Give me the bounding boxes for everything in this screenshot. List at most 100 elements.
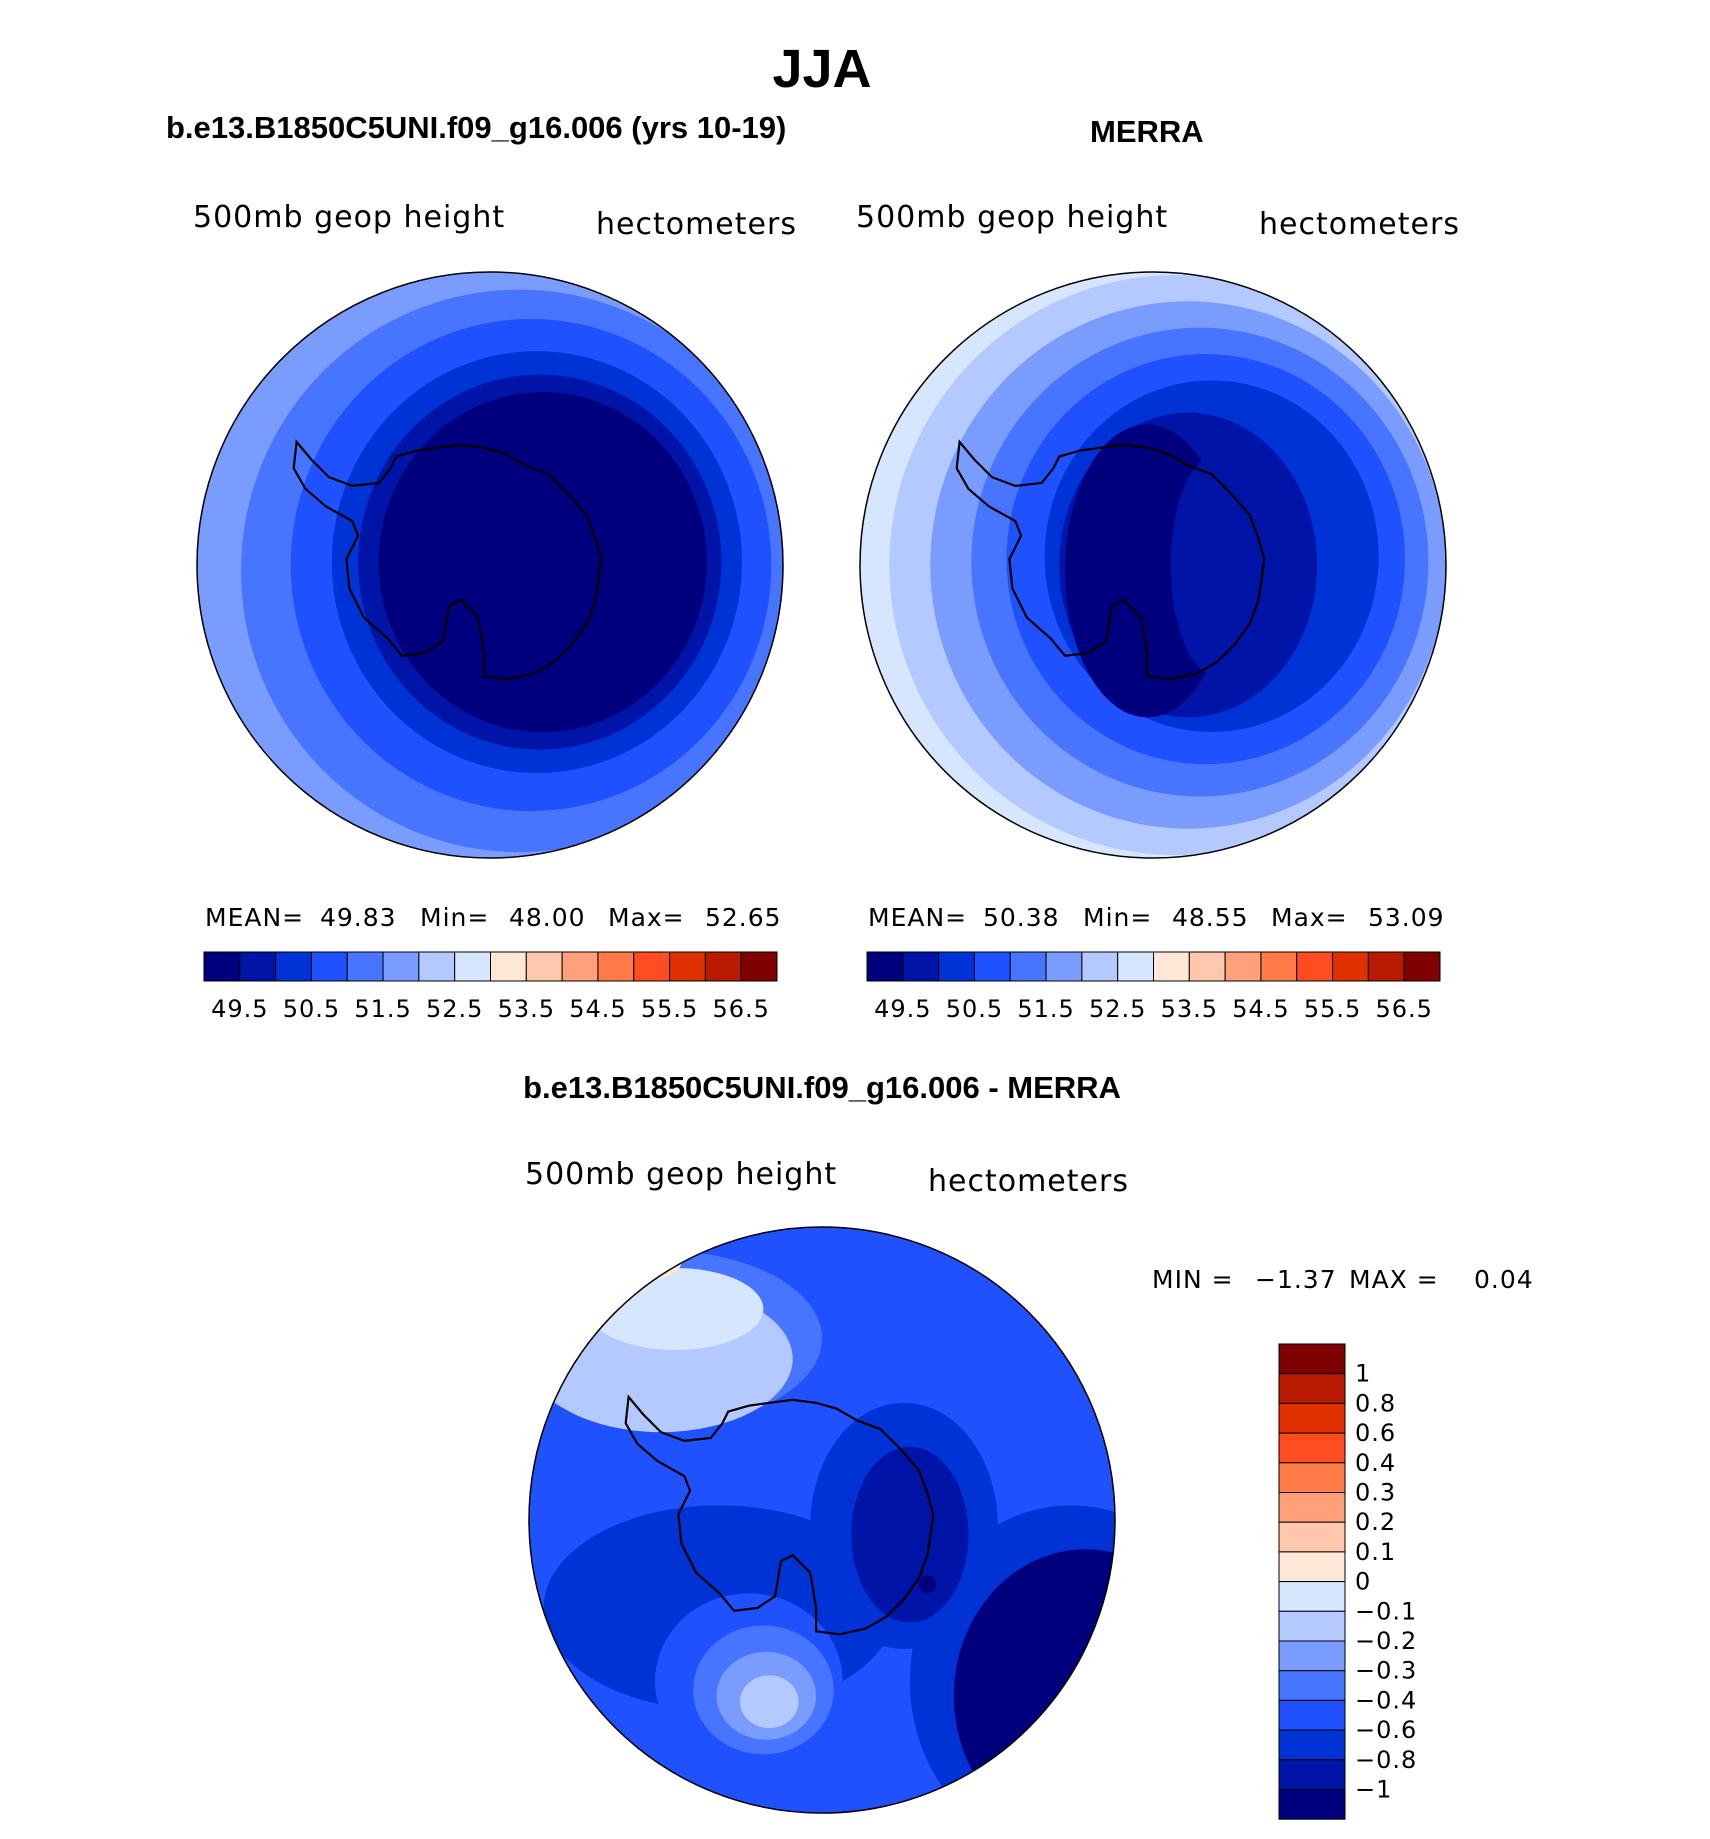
panel-2-colorbar-box <box>1188 951 1226 982</box>
difference-colorbar-box <box>1278 1729 1346 1761</box>
panel-1-colorbar-box <box>346 951 384 982</box>
difference-colorbar-box <box>1278 1402 1346 1434</box>
difference-colorbar-box <box>1278 1521 1346 1553</box>
difference-contour-band <box>587 1268 764 1351</box>
difference-colorbar-box <box>1278 1610 1346 1642</box>
panel-1-mean-value: 49.83 <box>320 903 397 932</box>
difference-colorbar-tick-label: −0.6 <box>1355 1716 1417 1744</box>
difference-colorbar-tick-label: 0.2 <box>1355 1508 1396 1536</box>
panel-2-colorbar-tick-label: 53.5 <box>1161 995 1218 1023</box>
panel-1-colorbar-tick-label: 52.5 <box>426 995 483 1023</box>
difference-contour-band <box>611 1244 682 1280</box>
difference-right-label: hectometers <box>928 1164 1129 1199</box>
difference-colorbar-tick-label: −0.8 <box>1355 1746 1417 1774</box>
panel-1-colorbar-box <box>275 951 312 982</box>
panel-1-colorbar-box <box>561 951 599 982</box>
difference-max-label: MAX = <box>1349 1265 1439 1294</box>
difference-colorbar-tick-label: −1 <box>1355 1776 1392 1804</box>
difference-left-label: 500mb geop height <box>525 1157 838 1192</box>
difference-map <box>528 1226 1116 1814</box>
panel-1-colorbar-box <box>525 951 563 982</box>
panel-2-colorbar-tick-label: 50.5 <box>946 995 1003 1023</box>
panel-2-colorbar-box <box>938 951 975 982</box>
panel-2-colorbar-box <box>1224 951 1262 982</box>
difference-max-value: 0.04 <box>1474 1265 1534 1294</box>
panel-2-colorbar-box <box>902 951 940 982</box>
panel-1-max-label: Max= <box>608 903 685 932</box>
figure-title: JJA <box>772 39 872 99</box>
panel-1-contour-band <box>378 392 707 733</box>
panel-1-max-value: 52.65 <box>705 903 782 932</box>
panel-2-map <box>859 271 1447 859</box>
panel-1-colorbar-tick-label: 50.5 <box>283 995 340 1023</box>
panel-1-colorbar-box <box>740 951 778 982</box>
difference-colorbar-box <box>1278 1343 1346 1375</box>
panel-1-colorbar-box <box>669 951 706 982</box>
difference-colorbar-tick-label: 0.6 <box>1355 1419 1396 1447</box>
difference-contour-band <box>851 1446 969 1623</box>
panel-1-map-border <box>196 271 784 859</box>
panel-1-colorbar-box <box>704 951 742 982</box>
difference-colorbar-tick-label: 1 <box>1355 1360 1371 1388</box>
difference-colorbar-box <box>1278 1670 1346 1701</box>
panel-2-left-label: 500mb geop height <box>856 200 1169 235</box>
panel-1-colorbar-tick-label: 51.5 <box>354 995 411 1023</box>
panel-2-colorbar-tick-label: 49.5 <box>874 995 931 1023</box>
panel-2-colorbar-box <box>866 951 904 982</box>
panel-2-colorbar-box <box>1296 951 1334 982</box>
panel-1-contour-fill <box>197 272 783 858</box>
difference-min-label: MIN = <box>1152 1265 1234 1294</box>
panel-2-title: MERRA <box>1090 114 1204 149</box>
difference-colorbar-box <box>1278 1789 1346 1820</box>
panel-1-colorbar-box <box>418 951 456 982</box>
panel-2-colorbar-box <box>1332 951 1369 982</box>
panel-1-colorbar-tick-label: 49.5 <box>211 995 268 1023</box>
panel-1-map <box>196 271 784 859</box>
difference-colorbar-box <box>1278 1373 1346 1404</box>
panel-1-min-value: 48.00 <box>509 903 586 932</box>
panel-1-min-label: Min= <box>420 903 490 932</box>
difference-colorbar-box <box>1278 1551 1346 1583</box>
panel-1-colorbar-box <box>597 951 635 982</box>
difference-colorbar-box <box>1278 1699 1346 1731</box>
panel-2-colorbar-tick-label: 55.5 <box>1304 995 1361 1023</box>
panel-1-colorbar-box <box>490 951 527 982</box>
panel-2-contour-band <box>1170 453 1265 677</box>
difference-colorbar-tick-label: 0.1 <box>1355 1538 1396 1566</box>
panel-1-right-label: hectometers <box>596 207 797 242</box>
difference-colorbar-tick-label: 0.4 <box>1355 1449 1396 1477</box>
difference-colorbar-tick-label: 0 <box>1355 1568 1371 1596</box>
panel-2-colorbar-box <box>1367 951 1405 982</box>
panel-2-contour-fill <box>860 272 1446 858</box>
panel-2-min-label: Min= <box>1083 903 1153 932</box>
panel-2-antarctica-coastline <box>955 439 1266 681</box>
difference-colorbar-box <box>1278 1462 1346 1494</box>
difference-antarctica-coastline <box>624 1394 935 1636</box>
panel-1-title: b.e13.B1850C5UNI.f09_g16.006 (yrs 10-19) <box>166 110 787 145</box>
panel-2-map-border <box>859 271 1447 859</box>
panel-2-colorbar-box <box>1117 951 1154 982</box>
panel-1-left-label: 500mb geop height <box>193 200 506 235</box>
panel-2-min-value: 48.55 <box>1172 903 1249 932</box>
panel-2-mean-value: 50.38 <box>983 903 1060 932</box>
panel-2-colorbar-tick-label: 54.5 <box>1232 995 1289 1023</box>
difference-contour-band <box>953 1549 1115 1813</box>
difference-colorbar-tick-label: 0.3 <box>1355 1479 1396 1507</box>
panel-2-colorbar-tick-label: 56.5 <box>1375 995 1432 1023</box>
difference-colorbar-tick-label: −0.1 <box>1355 1597 1417 1625</box>
panel-2-colorbar-tick-label: 51.5 <box>1017 995 1074 1023</box>
panel-2-colorbar-box <box>1045 951 1083 982</box>
difference-contour-band <box>918 1575 937 1594</box>
difference-colorbar-box <box>1278 1640 1346 1672</box>
panel-2-colorbar-box <box>1081 951 1119 982</box>
difference-colorbar-box <box>1278 1759 1346 1791</box>
panel-2-colorbar-tick-label: 52.5 <box>1089 995 1146 1023</box>
panel-1-colorbar-box <box>454 951 491 982</box>
panel-1-antarctica-coastline <box>292 439 603 681</box>
difference-min-value: −1.37 <box>1255 1265 1337 1294</box>
panel-1-mean-label: MEAN= <box>205 903 305 932</box>
panel-1-colorbar-box <box>633 951 671 982</box>
panel-2-max-value: 53.09 <box>1368 903 1445 932</box>
panel-1-colorbar-tick-label: 53.5 <box>498 995 555 1023</box>
